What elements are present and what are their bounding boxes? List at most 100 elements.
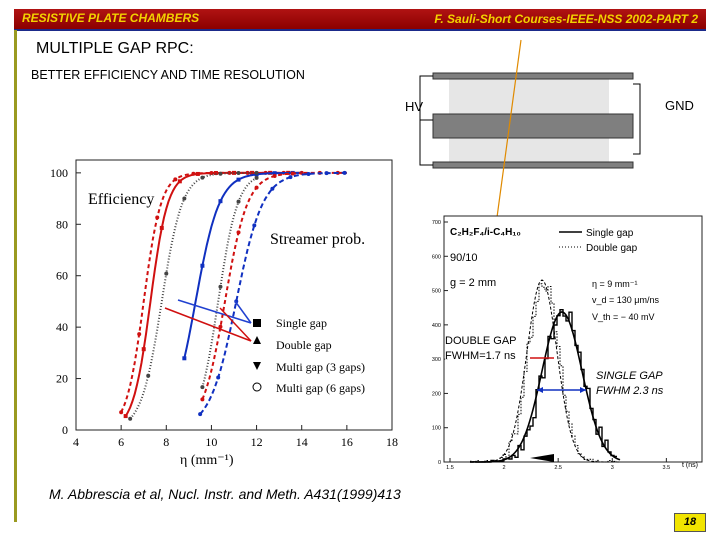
efficiency-single-gap-curve-point — [195, 171, 200, 176]
x-tick-label: 6 — [118, 435, 124, 449]
streamer-single-gap-curve-point — [200, 263, 205, 268]
x-tick-label: 8 — [163, 435, 169, 449]
efficiency-single-gap-curve-point — [141, 347, 146, 352]
x-tick-label: 14 — [296, 435, 308, 449]
legend-marker-single — [253, 319, 261, 327]
vd-text: v_d = 130 μm/ns — [592, 295, 659, 305]
legend-multi-3: Multi gap (3 gaps) — [276, 360, 365, 374]
streamer-double-gap-curve-point — [306, 171, 311, 176]
streamer-double-gap-curve-point — [216, 375, 221, 380]
ratio-text: 90/10 — [450, 252, 478, 264]
efficiency-label: Efficiency — [88, 191, 154, 208]
legend-marker-multi6 — [252, 382, 262, 392]
time-y-tick-label: 100 — [432, 426, 441, 432]
y-tick-label: 0 — [62, 423, 68, 437]
efficiency-single-gap-curve-point — [177, 179, 182, 184]
multi-gap-3-reference-curve-point — [254, 170, 259, 175]
efficiency-multi-gap-curve-point — [236, 230, 241, 235]
slide-title: MULTIPLE GAP RPC: — [36, 40, 194, 57]
y-tick-label: 60 — [56, 269, 68, 283]
efficiency-multi-gap-curve-point — [254, 185, 259, 190]
multi-gap-3-reference-curve — [129, 171, 257, 420]
legend-multi-6: Multi gap (6 gaps) — [276, 381, 365, 395]
page-number-badge: 18 — [674, 513, 706, 532]
x-tick-label: 10 — [205, 435, 217, 449]
hv-label: HV — [405, 99, 423, 114]
multi-gap-3-reference-curve-point — [146, 373, 151, 378]
time-y-tick-label: 0 — [438, 460, 441, 466]
gas-text: C₂H₂F₄/i-C₄H₁₀ — [450, 227, 521, 238]
blue-pointer-arrow — [177, 299, 252, 324]
efficiency-multi-gap-curve-point — [218, 324, 223, 329]
streamer-double-gap-curve-point — [288, 175, 293, 180]
legend-marker-multi3 — [253, 362, 261, 370]
eta-text: η = 9 mm⁻¹ — [592, 279, 638, 289]
efficiency-double-gap-curve-point — [155, 215, 160, 220]
single-gap-fwhm: FWHM 2.3 ns — [596, 385, 664, 397]
gnd-label: GND — [665, 98, 694, 113]
gas-gap-lower — [449, 138, 609, 162]
time-x-tick-label: 3 — [611, 465, 614, 470]
electrode-bottom — [432, 161, 634, 169]
x-tick-label: 16 — [341, 435, 353, 449]
streamer-double-gap-curve-point — [270, 186, 275, 191]
time-y-tick-label: 200 — [432, 391, 441, 397]
efficiency-multi-gap-curve-point — [200, 397, 205, 402]
legend-double-gap: Double gap — [276, 338, 332, 352]
time-x-tick-label: 3.5 — [663, 465, 671, 470]
efficiency-double-gap-curve — [120, 171, 347, 413]
multi-gap-3-reference-curve-point — [182, 196, 187, 201]
multi-gap-6-reference-curve-point — [236, 199, 241, 204]
double-gap-label: DOUBLE GAP — [445, 335, 517, 347]
electrode-middle — [432, 113, 634, 139]
legend-marker-double — [253, 336, 261, 344]
citation: M. Abbrescia et al, Nucl. Instr. and Met… — [49, 486, 401, 502]
header-bar: RESISTIVE PLATE CHAMBERS F. Sauli-Short … — [14, 9, 706, 31]
multi-gap-3-reference-curve-point — [218, 171, 223, 176]
time-y-tick-label: 600 — [432, 254, 441, 260]
efficiency-double-gap-curve-point — [173, 177, 178, 182]
streamer-single-gap-curve-point — [272, 171, 277, 176]
efficiency-multi-gap-curve — [201, 172, 302, 400]
red-pointer-arrow — [164, 307, 252, 342]
streamer-single-gap-curve-point — [236, 177, 241, 182]
efficiency-single-gap-curve-point — [123, 414, 128, 419]
legend-single-gap: Single gap — [276, 316, 327, 330]
time-unit: t (ns) — [682, 462, 698, 469]
gas-gap-upper — [449, 79, 609, 114]
multi-gap-3-reference-curve-point — [164, 271, 169, 276]
double-gap-histogram — [470, 283, 617, 463]
efficiency-double-gap-curve-point — [137, 332, 142, 337]
double-gap-annotation: DOUBLE GAP FWHM=1.7 ns — [445, 334, 517, 364]
y-tick-label: 40 — [56, 320, 68, 334]
left-accent-bar — [14, 30, 17, 522]
particle-track — [494, 39, 522, 233]
gnd-wire — [633, 83, 641, 155]
gap-text: g = 2 mm — [450, 277, 496, 289]
efficiency-single-gap-curve — [124, 171, 302, 417]
efficiency-single-gap-curve-point — [159, 225, 164, 230]
multi-gap-6-reference-curve-point — [200, 385, 205, 390]
single-gap-label: SINGLE GAP — [596, 370, 663, 382]
x-axis-label: η (mm⁻¹) — [180, 453, 234, 468]
x-tick-label: 12 — [251, 435, 263, 449]
time-x-tick-label: 2.5 — [554, 465, 562, 470]
y-tick-label: 20 — [56, 372, 68, 386]
streamer-double-gap-curve-point — [252, 223, 257, 228]
streamer-single-gap-curve-point — [218, 199, 223, 204]
time-y-tick-label: 400 — [432, 323, 441, 329]
header-right-text: F. Sauli-Short Courses-IEEE-NSS 2002-PAR… — [434, 12, 698, 26]
double-gap-fit — [470, 279, 620, 463]
vth-text: V_th = − 40 mV — [592, 312, 655, 322]
streamer-double-gap-curve-point — [198, 412, 203, 417]
streamer-double-gap-curve — [199, 171, 347, 415]
header-left-text: RESISTIVE PLATE CHAMBERS — [22, 11, 200, 25]
multi-gap-6-reference-curve — [201, 177, 258, 388]
streamer-single-gap-curve — [183, 171, 302, 359]
streamer-single-gap-curve-point — [182, 356, 187, 361]
single-gap-annotation: SINGLE GAP FWHM 2.3 ns — [596, 369, 664, 399]
efficiency-double-gap-curve-point — [191, 171, 196, 176]
legend-double: Double gap — [586, 243, 638, 254]
streamer-double-gap-curve-point — [342, 170, 347, 175]
